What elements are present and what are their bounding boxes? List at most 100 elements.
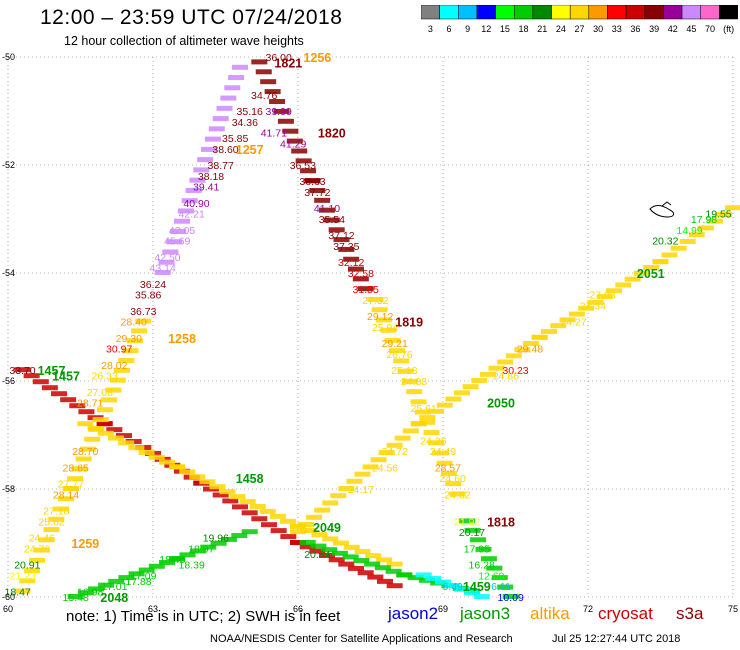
legend-label: 18: [519, 24, 529, 34]
track-mark: [212, 116, 229, 122]
track-mark: [670, 245, 687, 251]
wave-height-label: 27.08: [87, 387, 113, 399]
track-mark: [264, 89, 281, 95]
track-mark: [222, 498, 239, 504]
track-mark: [444, 583, 461, 589]
track-mark: [128, 445, 145, 451]
pass-time-label: 1820: [318, 127, 346, 141]
legend-label: 9: [465, 24, 470, 34]
track-mark: [330, 493, 347, 499]
wave-height-label: 39.99: [266, 106, 292, 118]
track-mark: [697, 225, 714, 231]
track-mark: [14, 367, 31, 373]
track-mark: [84, 436, 101, 442]
pass-time-label: 1819: [395, 316, 423, 330]
track-mark: [189, 177, 206, 183]
wave-height-label: 21.23: [9, 570, 35, 582]
track-mark: [386, 442, 403, 448]
legend-swatch: [681, 5, 701, 20]
track-mark: [380, 327, 397, 333]
pass-time-label: 1457: [52, 370, 80, 384]
track-mark: [131, 328, 148, 334]
track-mark: [471, 378, 488, 383]
track-mark: [386, 561, 403, 567]
track-mark: [148, 563, 165, 569]
legend-label: 42: [668, 24, 678, 34]
wave-height-label: 28.70: [72, 446, 98, 458]
track-mark: [277, 118, 294, 124]
track-mark: [306, 514, 323, 520]
wave-height-label: 19.55: [705, 209, 731, 221]
track-mark: [407, 575, 424, 581]
legend-label: 21: [537, 24, 547, 34]
wave-height-label: 32.58: [348, 268, 374, 280]
wave-height-label: 19.96: [203, 533, 229, 545]
track-mark: [92, 417, 109, 423]
x-tick-label: 72: [583, 604, 593, 614]
track-mark: [118, 357, 135, 363]
track-mark: [679, 238, 696, 244]
wave-height-label: 15.48: [63, 592, 89, 604]
satellite-tracks: [14, 59, 740, 599]
track-mark: [298, 522, 315, 527]
legend-swatch: [607, 5, 627, 20]
track-mark: [291, 148, 308, 154]
track-mark: [386, 583, 403, 589]
track-mark: [319, 552, 335, 558]
satellite-jason2: jason2: [388, 604, 439, 623]
satellite-jason3: jason3: [460, 604, 511, 623]
track-mark: [166, 239, 183, 245]
track-mark: [354, 549, 371, 554]
track-mark: [596, 294, 613, 300]
x-tick-label: 60: [3, 604, 13, 614]
island-outline: [649, 201, 675, 218]
pass-time-label: 2048: [100, 591, 128, 605]
wave-height-label: 34.76: [251, 90, 277, 102]
track-mark: [321, 547, 338, 553]
y-axis-ticks: -50 -52 -54 -56 -58 -60: [2, 52, 15, 602]
wave-height-label: 27.32: [362, 295, 388, 307]
wave-height-label: 34.36: [232, 117, 258, 129]
wave-height-label: 25.62: [38, 516, 64, 528]
track-mark: [269, 99, 286, 104]
legend-label: 30: [593, 24, 603, 34]
pass-time-label: 1818: [487, 515, 515, 529]
track-mark: [338, 486, 355, 491]
legend-swatch: [700, 5, 720, 20]
track-mark: [715, 211, 732, 217]
track-mark: [62, 486, 79, 491]
pass-time-label: 1257: [236, 143, 264, 157]
legend-swatch: [551, 5, 571, 20]
track-mark: [232, 504, 248, 510]
y-tick-label: -50: [2, 52, 15, 62]
wave-height-label: 35.54: [319, 214, 345, 226]
wave-height-label: 24.49: [430, 446, 456, 458]
track-mark: [299, 544, 316, 550]
track-mark: [311, 532, 328, 538]
track-mark: [158, 259, 175, 265]
x-tick-label: 69: [438, 604, 448, 614]
wave-height-label: 17.01: [101, 581, 127, 593]
satellite-cryosat: cryosat: [598, 604, 653, 623]
track-mark: [219, 489, 236, 495]
track-mark: [77, 421, 94, 427]
track-mark: [488, 365, 505, 371]
track-mark: [365, 553, 382, 559]
track-mark: [497, 359, 514, 365]
legend-swatch: [513, 5, 534, 20]
track-mark: [220, 95, 237, 101]
track-mark: [193, 167, 210, 173]
track-mark: [216, 105, 233, 111]
track-mark: [280, 534, 297, 540]
track-mark: [550, 323, 567, 329]
track-mark: [615, 282, 632, 288]
track-mark: [357, 570, 374, 576]
y-tick-label: -58: [2, 484, 15, 494]
wave-height-label: 43.14: [150, 263, 176, 275]
wave-height-label: 16.28: [469, 560, 495, 572]
track-mark: [241, 529, 258, 535]
track-mark: [367, 574, 384, 580]
wave-height-label: 37.72: [304, 187, 330, 199]
wave-height-label: 27.77: [58, 479, 84, 491]
